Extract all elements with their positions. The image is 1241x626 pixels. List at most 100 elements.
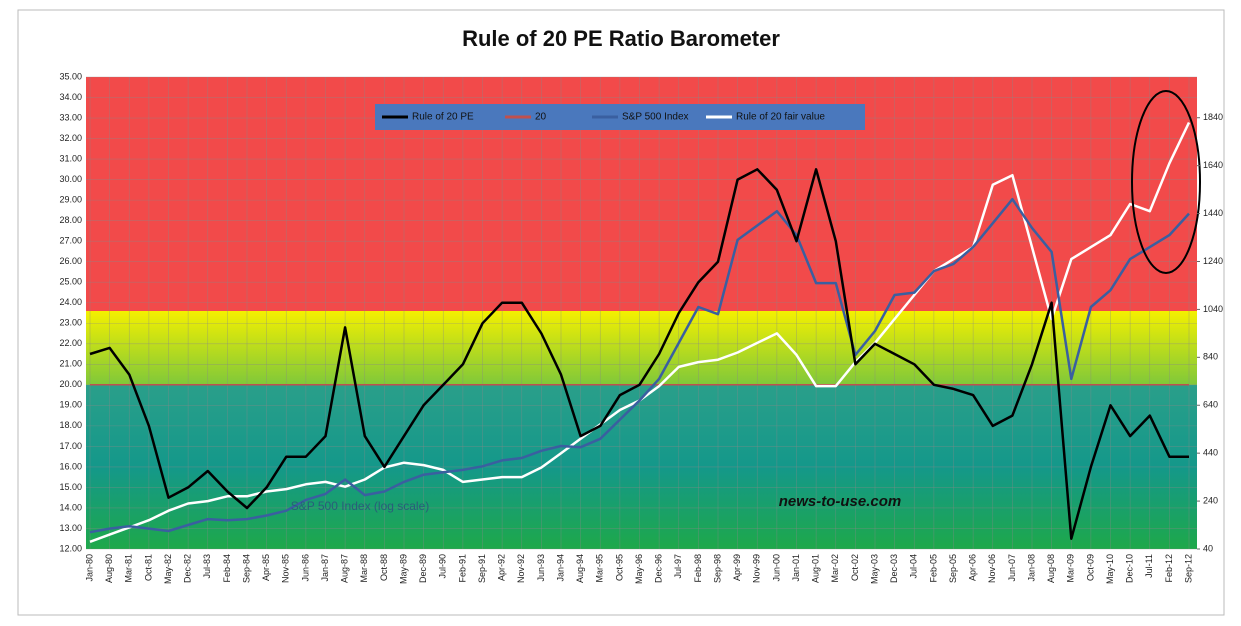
y-tick-label: 15.00 [59, 482, 82, 492]
x-tick-label: Feb-84 [222, 554, 232, 583]
zone-yellow [86, 311, 1197, 385]
x-tick-label: Aug-94 [575, 554, 585, 583]
watermark: news-to-use.com [779, 493, 902, 510]
y2-tick-label: 40 [1203, 543, 1213, 553]
x-tick-label: Aug-01 [811, 554, 821, 583]
x-tick-label: Sep-91 [477, 554, 487, 583]
y-tick-label: 29.00 [59, 195, 82, 205]
x-tick-label: Dec-10 [1125, 554, 1135, 583]
x-tick-label: Oct-02 [850, 554, 860, 581]
x-tick-label: Nov-99 [752, 554, 762, 583]
x-tick-label: Dec-82 [183, 554, 193, 583]
x-tick-label: Jan-87 [320, 554, 330, 582]
x-tick-label: Feb-91 [457, 554, 467, 583]
y-tick-label: 27.00 [59, 236, 82, 246]
x-tick-label: Sep-98 [712, 554, 722, 583]
x-tick-label: Jul-11 [1144, 554, 1154, 578]
legend-box [375, 104, 865, 130]
y-tick-label: 14.00 [59, 502, 82, 512]
x-tick-label: Jan-08 [1026, 554, 1036, 582]
x-tick-label: Nov-85 [281, 554, 291, 583]
x-tick-label: May-96 [634, 554, 644, 584]
x-tick-label: Oct-95 [614, 554, 624, 581]
x-tick-label: Nov-06 [987, 554, 997, 583]
y-tick-label: 22.00 [59, 338, 82, 348]
x-tick-label: Dec-89 [418, 554, 428, 583]
y-tick-label: 16.00 [59, 461, 82, 471]
y-tick-label: 24.00 [59, 297, 82, 307]
x-tick-label: Sep-12 [1183, 554, 1193, 583]
y-tick-label: 20.00 [59, 379, 82, 389]
x-tick-label: Feb-98 [693, 554, 703, 583]
x-tick-label: Jun-07 [1007, 554, 1017, 582]
y-tick-label: 35.00 [59, 71, 82, 81]
x-tick-label: Aug-87 [340, 554, 350, 583]
x-tick-label: Nov-92 [516, 554, 526, 583]
y-tick-label: 31.00 [59, 153, 82, 163]
x-tick-label: Mar-02 [830, 554, 840, 583]
x-tick-label: Oct-81 [143, 554, 153, 581]
axis-note: S&P 500 Index (log scale) [291, 499, 430, 513]
y2-tick-label: 1840 [1203, 112, 1223, 122]
y-tick-label: 18.00 [59, 420, 82, 430]
x-tick-label: Jan-01 [791, 554, 801, 582]
x-tick-label: Jan-80 [84, 554, 94, 582]
x-tick-label: Mar-81 [124, 554, 134, 583]
series-line [89, 168, 1189, 540]
highlight-ellipse [1131, 90, 1201, 274]
y-tick-label: 25.00 [59, 277, 82, 287]
x-tick-label: Aug-80 [104, 554, 114, 583]
x-tick-label: Mar-95 [595, 554, 605, 583]
x-tick-label: Jan-94 [555, 554, 565, 582]
x-tick-label: Feb-12 [1164, 554, 1174, 583]
x-tick-label: Dec-03 [889, 554, 899, 583]
legend-label: S&P 500 Index [622, 112, 689, 123]
x-tick-label: Oct-88 [379, 554, 389, 581]
y-tick-label: 23.00 [59, 318, 82, 328]
y-tick-label: 32.00 [59, 133, 82, 143]
chart-title: Rule of 20 PE Ratio Barometer [462, 26, 780, 51]
y-tick-label: 30.00 [59, 174, 82, 184]
x-tick-label: Apr-99 [732, 554, 742, 581]
x-tick-label: Feb-05 [928, 554, 938, 583]
x-tick-label: Dec-96 [654, 554, 664, 583]
y-tick-label: 26.00 [59, 256, 82, 266]
y-tick-label: 33.00 [59, 112, 82, 122]
y-tick-label: 21.00 [59, 359, 82, 369]
y-tick-label: 34.00 [59, 92, 82, 102]
y2-tick-label: 240 [1203, 495, 1218, 505]
x-tick-label: Jun-93 [536, 554, 546, 582]
y-tick-label: 12.00 [59, 543, 82, 553]
legend-label: Rule of 20 fair value [736, 112, 825, 123]
y2-tick-label: 1040 [1203, 304, 1223, 314]
x-tick-label: May-82 [163, 554, 173, 584]
x-tick-label: May-03 [869, 554, 879, 584]
y2-tick-label: 1440 [1203, 208, 1223, 218]
x-tick-label: May-89 [398, 554, 408, 584]
x-tick-label: Aug-08 [1046, 554, 1056, 583]
y2-tick-label: 440 [1203, 448, 1218, 458]
y2-tick-label: 1240 [1203, 256, 1223, 266]
x-tick-label: Mar-88 [359, 554, 369, 583]
x-tick-label: Apr-85 [261, 554, 271, 581]
x-tick-label: Oct-09 [1085, 554, 1095, 581]
x-tick-label: Jul-04 [909, 554, 919, 579]
x-tick-label: Mar-09 [1066, 554, 1076, 583]
series-line [89, 197, 1190, 534]
y2-tick-label: 640 [1203, 400, 1218, 410]
x-tick-label: Jul-90 [438, 554, 448, 579]
y-tick-label: 19.00 [59, 400, 82, 410]
x-tick-label: Jun-00 [771, 554, 781, 582]
y2-tick-label: 840 [1203, 352, 1218, 362]
x-tick-label: Sep-05 [948, 554, 958, 583]
x-tick-label: Jul-97 [673, 554, 683, 579]
x-tick-label: Sep-84 [241, 554, 251, 583]
zones [86, 77, 1197, 549]
x-tick-label: May-10 [1105, 554, 1115, 584]
x-tick-label: Apr-92 [497, 554, 507, 581]
legend-label: 20 [535, 112, 547, 123]
y-tick-label: 13.00 [59, 523, 82, 533]
x-tick-label: Jul-83 [202, 554, 212, 579]
legend-label: Rule of 20 PE [412, 112, 474, 123]
